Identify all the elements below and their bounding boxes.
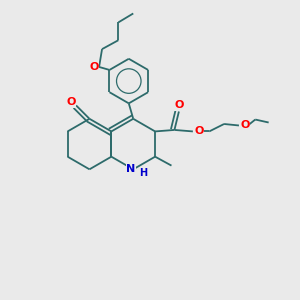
Text: O: O [240,121,250,130]
Text: O: O [89,62,98,72]
Text: N: N [126,164,136,174]
Text: H: H [139,168,147,178]
Text: O: O [174,100,184,110]
Text: O: O [194,126,203,136]
Text: O: O [66,98,75,107]
